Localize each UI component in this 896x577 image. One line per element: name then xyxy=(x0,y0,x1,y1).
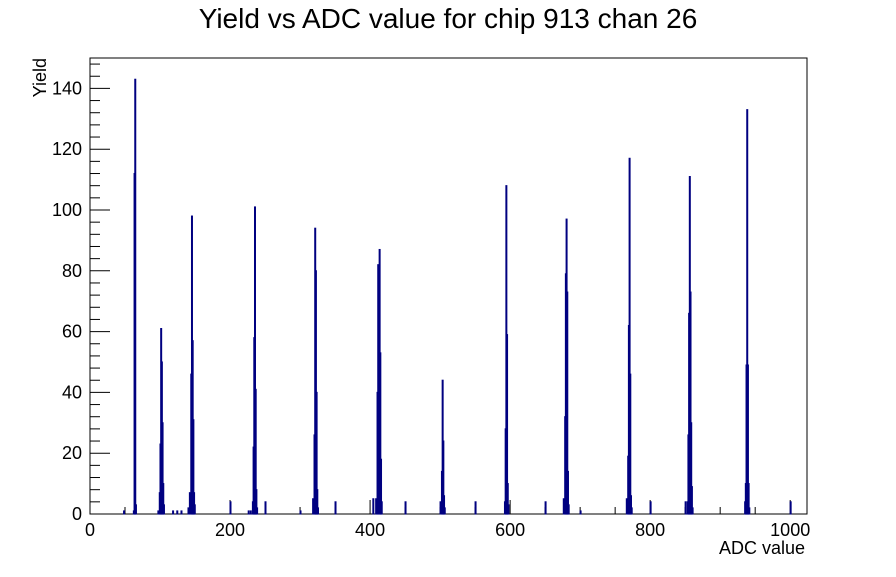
histogram-bin xyxy=(377,264,380,515)
histogram-bin xyxy=(579,510,582,515)
y-tick-label: 80 xyxy=(62,261,82,281)
histogram-bin xyxy=(375,498,378,515)
histogram-bin xyxy=(188,492,191,515)
histogram-bin xyxy=(625,498,628,515)
histogram-bin xyxy=(247,510,250,515)
histogram-bin xyxy=(380,501,383,515)
histogram-bin xyxy=(474,501,477,515)
histogram-bin xyxy=(630,507,633,515)
histogram-bin xyxy=(249,510,252,515)
histogram-bin xyxy=(748,507,751,515)
histogram-bin xyxy=(264,501,267,515)
histogram-bin xyxy=(180,510,183,515)
x-axis: 0 200 400 600 800 1000 xyxy=(85,500,810,540)
histogram-bin xyxy=(299,510,302,515)
chart-title: Yield vs ADC value for chip 913 chan 26 xyxy=(199,3,698,34)
x-tick-label: 800 xyxy=(635,520,665,540)
histogram-bin xyxy=(172,510,175,515)
histogram-bin xyxy=(567,504,570,515)
y-tick-label: 100 xyxy=(52,200,82,220)
histogram-bin xyxy=(372,498,375,515)
histogram-bin xyxy=(312,498,315,515)
histogram-bin xyxy=(134,78,137,515)
histogram-bin xyxy=(157,510,160,515)
x-tick-label: 0 xyxy=(85,520,95,540)
y-axis-label: Yield xyxy=(30,58,50,97)
histogram-bars xyxy=(123,78,792,515)
x-tick-label: 600 xyxy=(495,520,525,540)
x-tick-label: 400 xyxy=(355,520,385,540)
y-tick-label: 60 xyxy=(62,322,82,342)
histogram-bin xyxy=(544,501,547,515)
histogram-bin xyxy=(187,507,190,515)
histogram-bin xyxy=(684,501,687,515)
plot-frame xyxy=(89,57,808,515)
x-axis-label: ADC value xyxy=(719,538,805,558)
histogram-bin xyxy=(789,501,792,515)
histogram-bin xyxy=(229,501,232,515)
histogram-bin xyxy=(123,510,126,515)
histogram-bin xyxy=(649,501,652,515)
histogram-bin xyxy=(629,373,632,515)
histogram-bin xyxy=(562,498,565,515)
y-tick-label: 0 xyxy=(72,504,82,524)
histogram-bin xyxy=(134,504,137,515)
histogram-bin xyxy=(404,501,407,515)
y-tick-label: 120 xyxy=(52,139,82,159)
y-tick-label: 40 xyxy=(62,382,82,402)
y-axis: 0 20 40 60 80 100 120 140 xyxy=(52,63,110,524)
histogram-bin xyxy=(443,507,446,515)
histogram-bin xyxy=(691,507,694,515)
histogram-bin xyxy=(176,510,179,515)
y-tick-label: 20 xyxy=(62,443,82,463)
histogram-bin xyxy=(193,504,196,515)
histogram-bin xyxy=(256,507,259,515)
histogram-bin xyxy=(317,507,320,515)
histogram-bin xyxy=(439,501,442,515)
histogram-bin xyxy=(507,504,510,515)
x-tick-label: 200 xyxy=(215,520,245,540)
histogram-bin xyxy=(334,501,337,515)
y-tick-label: 140 xyxy=(52,78,82,98)
histogram-bin xyxy=(162,504,165,515)
x-tick-label: 1000 xyxy=(770,520,810,540)
